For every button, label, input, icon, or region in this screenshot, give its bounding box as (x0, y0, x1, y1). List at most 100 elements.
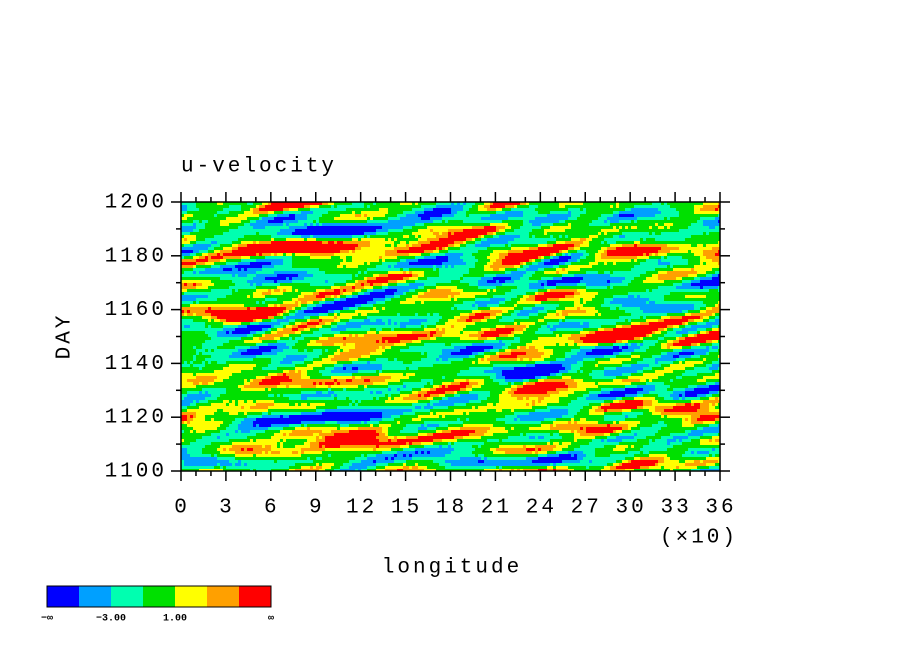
field-cell (583, 211, 586, 214)
field-cell (688, 232, 691, 235)
field-cell (310, 211, 313, 214)
field-cell (499, 283, 502, 286)
field-cell (331, 253, 334, 256)
field-cell (253, 268, 256, 271)
field-cell (409, 265, 412, 268)
field-cell (307, 280, 310, 283)
field-cell (193, 247, 196, 250)
field-cell (475, 259, 478, 262)
field-cell (697, 262, 700, 265)
field-cell (376, 268, 379, 271)
field-cell (403, 250, 406, 253)
field-cell (634, 238, 637, 241)
field-cell (490, 208, 493, 211)
field-cell (445, 238, 448, 241)
field-cell (400, 229, 403, 232)
field-cell (481, 220, 484, 223)
field-cell (628, 256, 631, 259)
field-cell (691, 226, 694, 229)
field-cell (712, 280, 715, 283)
field-cell (475, 244, 478, 247)
field-cell (490, 205, 493, 208)
field-cell (250, 283, 253, 286)
field-cell (526, 202, 529, 205)
field-cell (544, 202, 547, 205)
field-cell (214, 220, 217, 223)
field-cell (649, 229, 652, 232)
field-cell (640, 226, 643, 229)
field-cell (460, 256, 463, 259)
field-cell (631, 271, 634, 274)
field-cell (517, 277, 520, 280)
field-cell (427, 202, 430, 205)
field-cell (481, 265, 484, 268)
field-cell (490, 277, 493, 280)
field-cell (190, 238, 193, 241)
field-cell (496, 211, 499, 214)
field-cell (592, 256, 595, 259)
field-cell (343, 253, 346, 256)
field-cell (607, 247, 610, 250)
field-cell (472, 262, 475, 265)
field-cell (382, 202, 385, 205)
field-cell (472, 229, 475, 232)
field-cell (559, 277, 562, 280)
field-cell (394, 214, 397, 217)
field-cell (463, 280, 466, 283)
field-cell (697, 271, 700, 274)
field-cell (565, 241, 568, 244)
field-cell (487, 244, 490, 247)
field-cell (583, 232, 586, 235)
field-cell (637, 202, 640, 205)
field-cell (649, 271, 652, 274)
field-cell (502, 271, 505, 274)
field-cell (667, 232, 670, 235)
field-cell (463, 247, 466, 250)
field-cell (295, 235, 298, 238)
field-cell (214, 244, 217, 247)
field-cell (307, 205, 310, 208)
field-cell (538, 217, 541, 220)
field-cell (577, 211, 580, 214)
field-cell (283, 253, 286, 256)
field-cell (214, 274, 217, 277)
field-cell (697, 253, 700, 256)
field-cell (286, 280, 289, 283)
field-cell (277, 253, 280, 256)
field-cell (601, 217, 604, 220)
field-cell (418, 262, 421, 265)
field-cell (187, 238, 190, 241)
field-cell (466, 283, 469, 286)
field-cell (589, 280, 592, 283)
field-cell (277, 238, 280, 241)
field-cell (664, 268, 667, 271)
field-cell (286, 211, 289, 214)
field-cell (205, 271, 208, 274)
field-cell (406, 250, 409, 253)
field-cell (604, 265, 607, 268)
field-cell (526, 280, 529, 283)
field-cell (691, 220, 694, 223)
field-cell (673, 232, 676, 235)
field-cell (343, 226, 346, 229)
field-cell (508, 247, 511, 250)
field-cell (625, 274, 628, 277)
field-cell (187, 256, 190, 259)
field-cell (625, 214, 628, 217)
field-cell (223, 205, 226, 208)
field-cell (400, 220, 403, 223)
field-cell (358, 259, 361, 262)
field-cell (673, 214, 676, 217)
field-cell (235, 238, 238, 241)
field-cell (214, 238, 217, 241)
field-cell (610, 241, 613, 244)
field-cell (628, 229, 631, 232)
field-cell (379, 271, 382, 274)
field-cell (277, 271, 280, 274)
field-cell (502, 259, 505, 262)
field-cell (448, 202, 451, 205)
field-cell (457, 268, 460, 271)
field-cell (547, 259, 550, 262)
field-cell (271, 250, 274, 253)
field-cell (682, 220, 685, 223)
